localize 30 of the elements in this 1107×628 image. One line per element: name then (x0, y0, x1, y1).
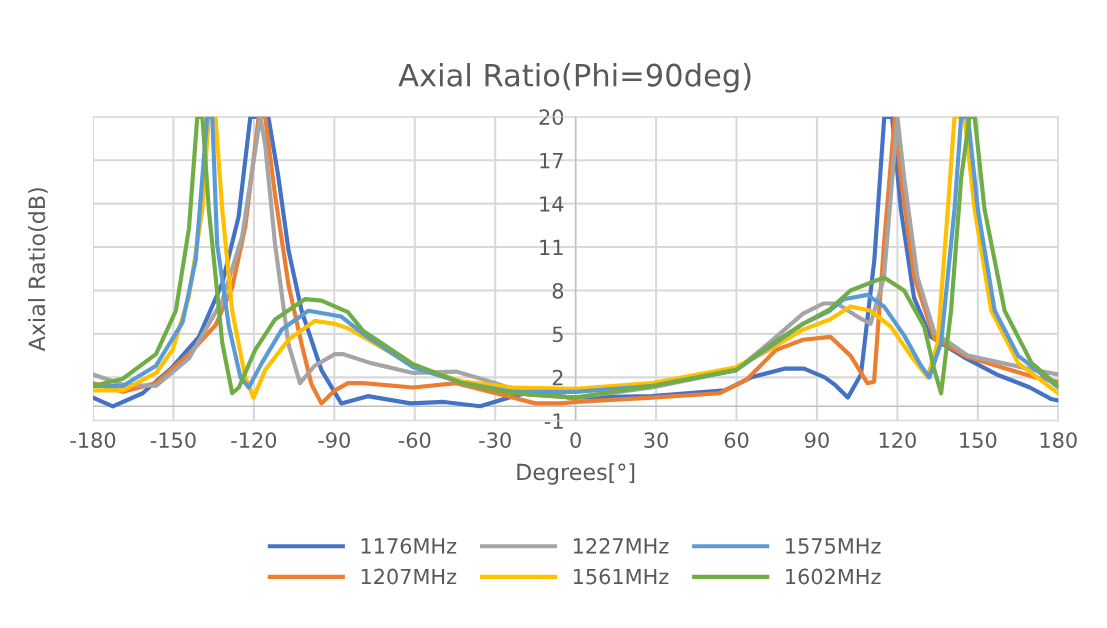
x-tick-label: 60 (724, 432, 749, 448)
x-tick-label: -180 (70, 432, 116, 448)
x-tick-label: -120 (231, 432, 277, 448)
y-tick-label: 5 (552, 326, 563, 343)
y-tick-label: 14 (540, 196, 564, 212)
legend-label: 1227MHz (573, 538, 669, 554)
y-tick-label: 11 (540, 239, 563, 255)
x-tick-label: -90 (318, 432, 350, 448)
y-tick-label: -1 (544, 413, 563, 429)
x-tick-label: 180 (1040, 432, 1077, 448)
x-tick-label: -30 (479, 432, 511, 448)
x-tick-label: -150 (150, 432, 196, 448)
x-tick-label: 120 (879, 432, 916, 448)
legend-label: 1602MHz (786, 568, 881, 585)
legend-label: 1575MHz (786, 538, 881, 554)
x-tick-label: -60 (398, 432, 431, 448)
legend-label: 1207MHz (361, 568, 457, 585)
x-tick-label: 0 (570, 432, 581, 448)
x-axis-title: Degrees[°] (517, 463, 635, 485)
y-tick-label: 2 (552, 369, 563, 386)
legend-label: 1176MHz (361, 538, 457, 554)
legend-label: 1561MHz (573, 568, 669, 585)
y-tick-label: 20 (539, 109, 564, 126)
x-tick-label: 90 (805, 432, 829, 448)
x-tick-label: 30 (644, 432, 668, 448)
x-tick-label: 150 (960, 432, 997, 448)
y-axis-title: Axial Ratio(dB) (28, 188, 48, 352)
y-tick-label: 8 (552, 282, 564, 299)
y-tick-label: 17 (540, 152, 563, 169)
chart-title: Axial Ratio(Phi=90deg) (398, 63, 751, 93)
